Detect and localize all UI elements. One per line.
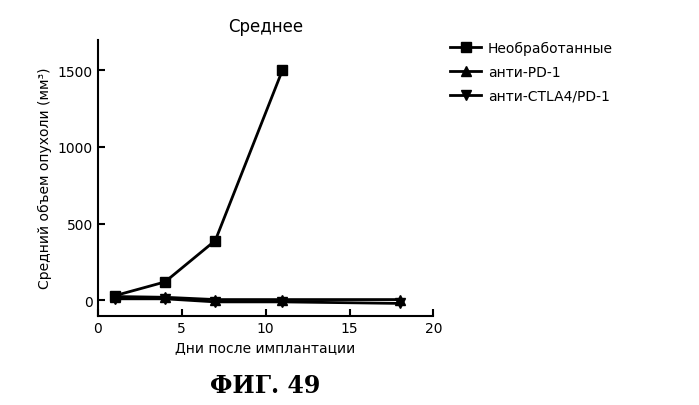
анти-PD-1 (110, 294, 119, 299)
анти-PD-1 (278, 297, 287, 302)
Line: анти-PD-1: анти-PD-1 (110, 292, 405, 305)
анти-CTLA4/PD-1 (278, 300, 287, 305)
Необработанные (278, 69, 287, 74)
Legend: Необработанные, анти-PD-1, анти-CTLA4/PD-1: Необработанные, анти-PD-1, анти-CTLA4/PD… (450, 42, 613, 103)
Line: анти-CTLA4/PD-1: анти-CTLA4/PD-1 (110, 294, 405, 309)
Необработанные (211, 239, 219, 243)
анти-CTLA4/PD-1 (110, 296, 119, 301)
X-axis label: Дни после имплантации: Дни после имплантации (175, 340, 356, 354)
Title: Среднее: Среднее (228, 18, 303, 36)
Line: Необработанные: Необработанные (110, 66, 287, 301)
Y-axis label: Средний объем опухоли (мм³): Средний объем опухоли (мм³) (38, 68, 52, 289)
анти-PD-1 (396, 297, 404, 302)
Необработанные (110, 294, 119, 298)
Text: ФИГ. 49: ФИГ. 49 (210, 373, 321, 397)
анти-CTLA4/PD-1 (396, 301, 404, 306)
анти-PD-1 (161, 295, 169, 300)
анти-CTLA4/PD-1 (211, 300, 219, 305)
анти-PD-1 (211, 297, 219, 302)
Необработанные (161, 280, 169, 285)
анти-CTLA4/PD-1 (161, 296, 169, 301)
